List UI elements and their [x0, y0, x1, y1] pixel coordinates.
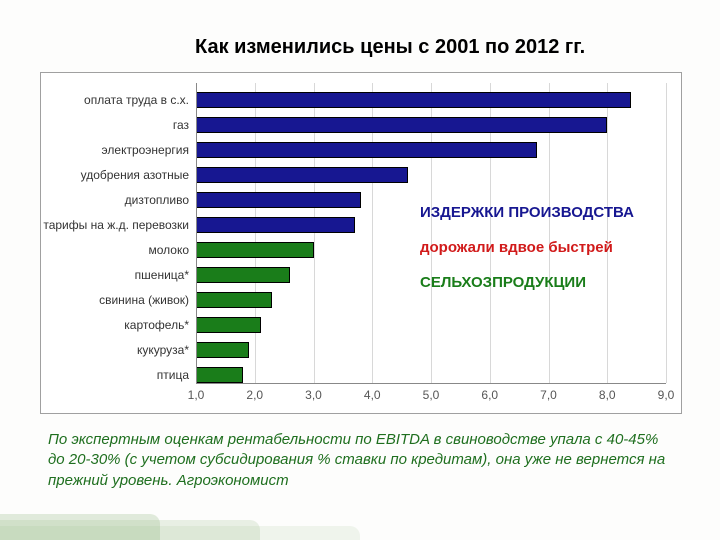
x-tick-label: 4,0 [364, 388, 381, 402]
category-label: электроэнергия [102, 143, 189, 157]
annotation-block: ИЗДЕРЖКИ ПРОИЗВОДСТВА дорожали вдвое быс… [420, 204, 680, 309]
bar [196, 292, 272, 308]
x-tick-label: 2,0 [246, 388, 263, 402]
annotation-middle: дорожали вдвое быстрей [420, 239, 680, 256]
y-axis [196, 83, 197, 383]
bar [196, 342, 249, 358]
decorative-bands [0, 508, 720, 540]
category-label: птица [157, 368, 189, 382]
bar [196, 267, 290, 283]
x-tick-label: 3,0 [305, 388, 322, 402]
category-label: удобрения азотные [81, 168, 189, 182]
bar [196, 317, 261, 333]
x-tick-label: 5,0 [423, 388, 440, 402]
bar [196, 117, 607, 133]
page-title: Как изменились цены с 2001 по 2012 гг. [195, 36, 585, 59]
bar [196, 167, 408, 183]
x-tick-label: 7,0 [540, 388, 557, 402]
bar [196, 192, 361, 208]
category-label: кукуруза* [137, 343, 189, 357]
category-label: молоко [148, 243, 189, 257]
bar [196, 242, 314, 258]
annotation-costs: ИЗДЕРЖКИ ПРОИЗВОДСТВА [420, 204, 680, 221]
x-tick-label: 9,0 [658, 388, 675, 402]
category-label: пшеница* [135, 268, 189, 282]
annotation-products: СЕЛЬХОЗПРОДУКЦИИ [420, 274, 680, 291]
category-label: дизтопливо [125, 193, 189, 207]
category-label: оплата труда в с.х. [84, 93, 189, 107]
footnote: По экспертным оценкам рентабельности по … [48, 430, 668, 491]
category-label: свинина (живок) [99, 293, 189, 307]
bar [196, 217, 355, 233]
bar [196, 142, 537, 158]
bar [196, 367, 243, 383]
x-tick-label: 8,0 [599, 388, 616, 402]
category-label: картофель* [124, 318, 189, 332]
category-label: тарифы на ж.д. перевозки [43, 218, 189, 232]
x-axis [196, 383, 666, 384]
slide: Как изменились цены с 2001 по 2012 гг. 1… [0, 0, 720, 540]
x-tick-label: 6,0 [481, 388, 498, 402]
bar [196, 92, 631, 108]
category-label: газ [173, 118, 189, 132]
x-tick-label: 1,0 [188, 388, 205, 402]
